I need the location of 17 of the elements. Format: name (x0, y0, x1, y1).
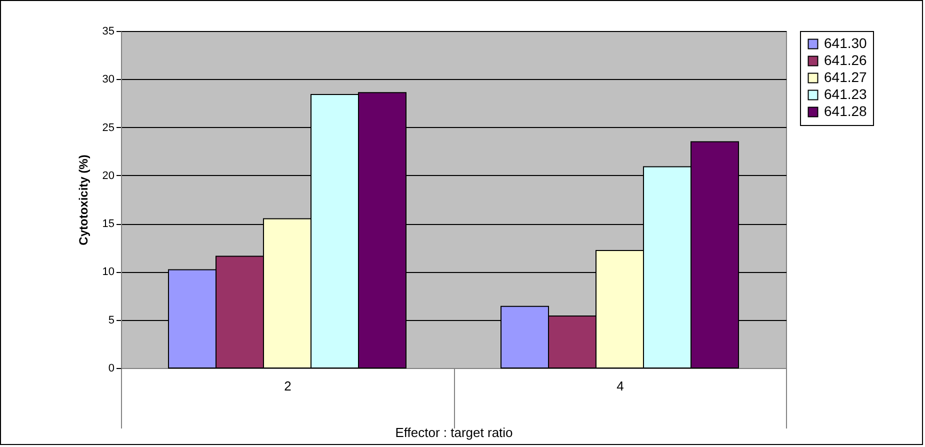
y-tick-label: 5 (108, 314, 114, 326)
y-tick-label: 35 (102, 26, 114, 38)
legend-label: 641.23 (824, 86, 868, 102)
x-axis-title: Effector : target ratio (395, 425, 513, 440)
legend-label: 641.26 (824, 52, 868, 68)
legend-label: 641.27 (824, 69, 868, 85)
y-tick-label: 30 (102, 74, 114, 86)
legend-label: 641.28 (824, 103, 868, 119)
y-axis-title: Cytotoxicity (%) (76, 154, 90, 246)
y-tick-label: 25 (102, 122, 114, 134)
y-tick-label: 20 (102, 170, 114, 182)
y-tick-label: 0 (108, 362, 114, 374)
x-tick-label: 4 (616, 378, 624, 394)
legend-label: 641.30 (824, 35, 868, 51)
x-tick-label: 2 (284, 378, 292, 394)
y-tick-label: 10 (102, 266, 114, 278)
y-tick-label: 15 (102, 218, 114, 230)
